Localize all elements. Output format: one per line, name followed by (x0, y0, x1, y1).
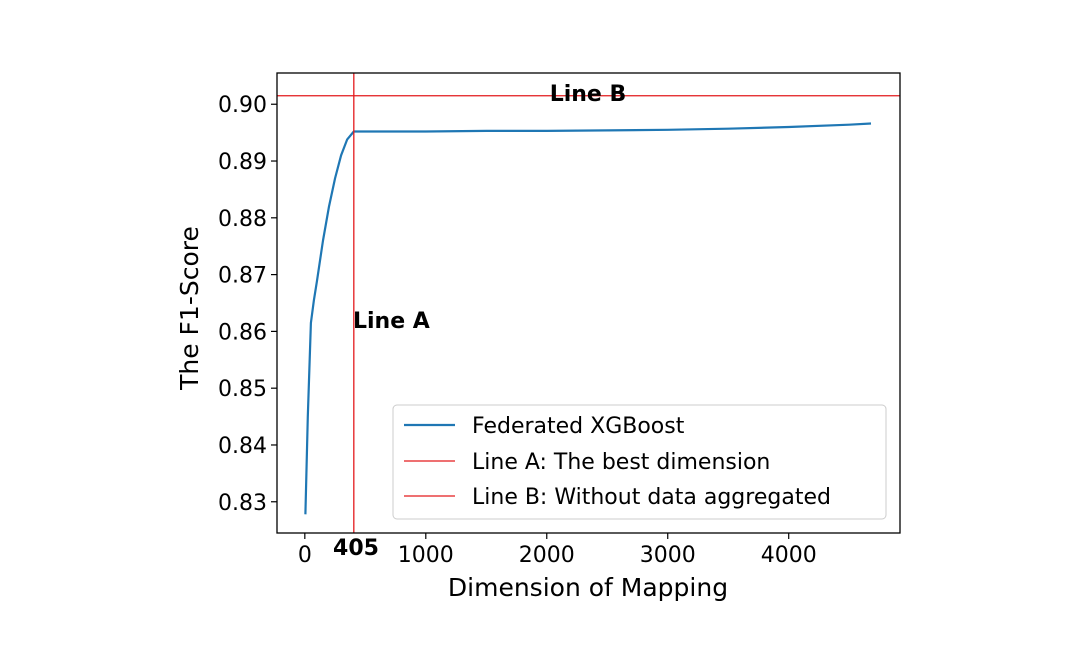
legend-box (392, 404, 887, 520)
x-tick-label: 0 (298, 543, 312, 568)
x-annotation-405: 405 (333, 536, 379, 561)
line-b-annotation: Line B (550, 82, 627, 107)
x-tick-label: 3000 (640, 543, 696, 568)
legend-label-line-a: Line A: The best dimension (472, 450, 770, 475)
x-tick-label: 4000 (761, 543, 817, 568)
y-tick-label: 0.85 (218, 377, 267, 402)
x-tick-label: 1000 (398, 543, 454, 568)
legend-label-federated-xgboost: Federated XGBoost (472, 414, 685, 439)
y-tick-label: 0.84 (218, 434, 267, 459)
x-tick-label: 2000 (519, 543, 575, 568)
y-tick-label: 0.83 (218, 491, 267, 516)
y-axis: 0.83 0.84 0.85 0.86 0.87 0.88 0.89 0.90 (218, 93, 277, 516)
x-axis: 0 1000 2000 3000 4000 (298, 533, 817, 568)
y-tick-label: 0.88 (218, 207, 267, 232)
reference-lines-layer (277, 73, 900, 533)
y-axis-label: The F1-Score (175, 226, 204, 391)
x-axis-label: Dimension of Mapping (448, 573, 728, 602)
legend: Federated XGBoost Line A: The best dimen… (392, 404, 887, 520)
y-tick-label: 0.89 (218, 150, 267, 175)
y-tick-label: 0.86 (218, 320, 267, 345)
line-a-annotation: Line A (353, 309, 430, 334)
plot-frame (276, 72, 901, 534)
y-tick-label: 0.90 (218, 93, 267, 118)
y-tick-label: 0.87 (218, 264, 267, 289)
legend-label-line-b: Line B: Without data aggregated (472, 485, 831, 510)
